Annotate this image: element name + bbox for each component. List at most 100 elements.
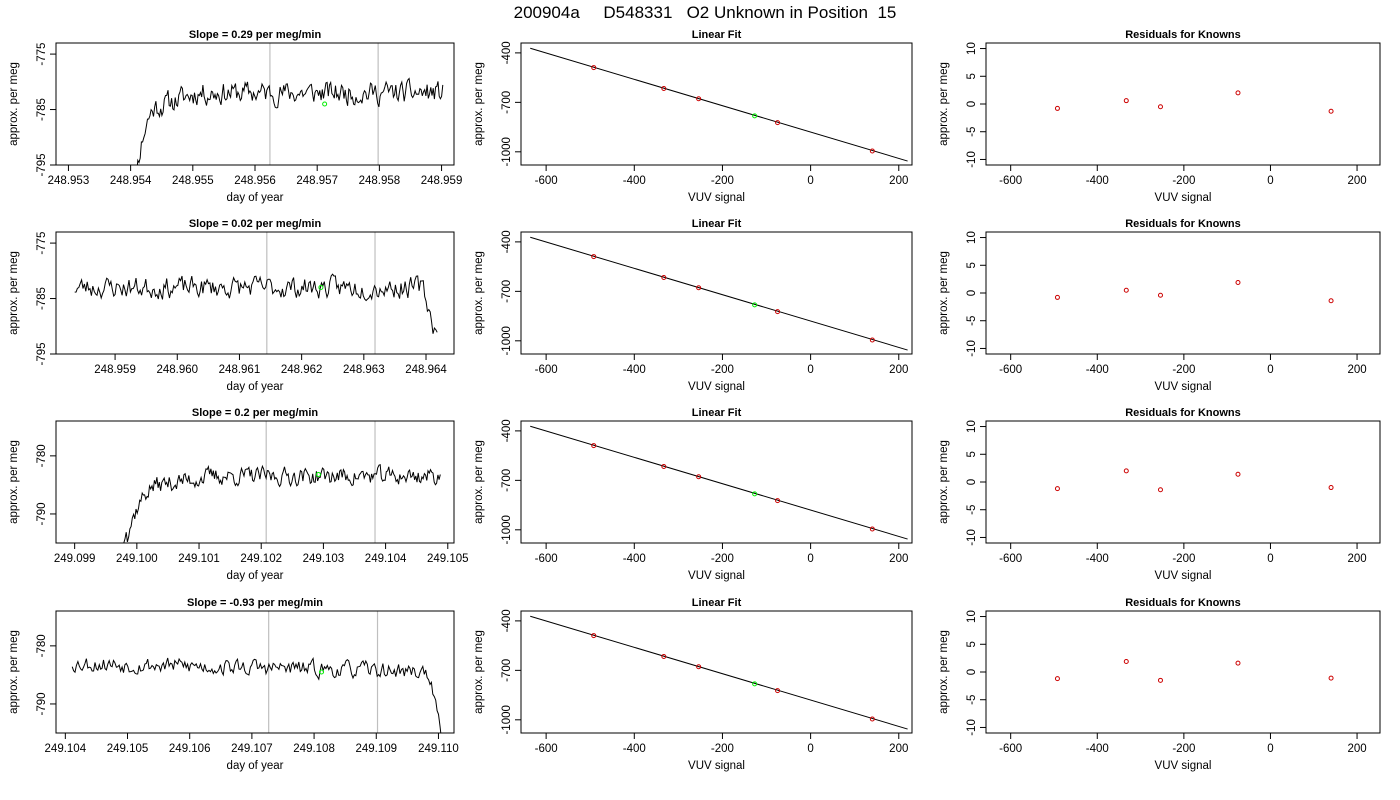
row2-fit-xtick-label: 0	[807, 364, 813, 376]
row3-fit-xlabel: VUV signal	[688, 570, 745, 582]
row1-fit-ytick-label: -700	[501, 91, 513, 114]
row3-fit-ytick-label: -1000	[501, 515, 513, 544]
row1-resid-ytick-label: 10	[966, 42, 978, 55]
row1-resid-frame	[985, 42, 1381, 166]
row1-fit-known-point	[869, 148, 875, 154]
row3-resid-ytick-label: 0	[966, 479, 978, 485]
row2-resid-xtick-label: 0	[1267, 364, 1273, 376]
row4-fit-xlabel: VUV signal	[688, 760, 745, 772]
row3-fit-known-point	[696, 474, 702, 480]
row2-time-xtick-label: 248.961	[219, 364, 261, 376]
row3-time-trace-line	[123, 463, 441, 543]
row4-resid-residual-point	[1123, 658, 1129, 664]
row2-resid-ytick-label: 10	[966, 231, 978, 244]
row2-time-ytick-label: -795	[36, 342, 48, 365]
row3-time-ylabel: approx. per meg	[8, 440, 20, 524]
row4-time-xlabel: day of year	[227, 760, 284, 772]
row3-time-xtick-label: 249.101	[178, 553, 220, 565]
row2-resid-ytick-label: 0	[966, 290, 978, 296]
row3-resid-plot-area	[1054, 468, 1334, 493]
row1-time-ytick-label: -775	[36, 43, 48, 66]
row2-time-title: Slope = 0.02 per meg/min	[189, 218, 322, 230]
row4-time-xtick-label: 249.104	[45, 743, 87, 755]
row2-time-plot-area	[74, 232, 438, 354]
row1-fit-ytick-label: -1000	[501, 137, 513, 166]
row1-fit-known-point	[661, 86, 667, 92]
row3-resid-residual-point	[1123, 468, 1129, 474]
row1-resid-xtick-label: -400	[1086, 175, 1109, 187]
row1-fit-known-point	[591, 65, 597, 71]
row1-fit-xtick-label: -600	[535, 175, 558, 187]
row1-resid-panel: Residuals for Knowns -600 -400 -200 0 200 10 5 0…	[938, 29, 1381, 204]
row4-fit-unknown-point	[752, 681, 758, 687]
row4-resid-ytick-label: 0	[966, 669, 978, 675]
row3-time-xtick-label: 249.104	[365, 553, 407, 565]
row2-resid-xtick-label: -400	[1086, 364, 1109, 376]
row1-fit-plot-area	[530, 47, 908, 162]
row1-fit-xlabel: VUV signal	[688, 192, 745, 204]
row4-time-panel: Slope = -0.93 per meg/min 249.104 249.105 2…	[8, 597, 459, 772]
row2-fit-xtick-label: -600	[535, 364, 558, 376]
row3-resid-ytick-label: -5	[966, 505, 978, 515]
row4-fit-xtick-label: -400	[623, 743, 646, 755]
row3-resid-ytick-label: -10	[966, 529, 978, 546]
row4-time-unknown-marker	[319, 669, 325, 675]
row2-resid-title: Residuals for Knowns	[1125, 218, 1241, 230]
row1-time-xtick-label: 248.959	[421, 175, 463, 187]
row1-resid-ytick-label: -10	[966, 151, 978, 168]
row2-resid-residual-point	[1235, 279, 1241, 285]
row4-fit-ytick-label: -700	[501, 659, 513, 682]
row1-fit-unknown-point	[752, 113, 758, 119]
row3-time-unknown-marker	[315, 471, 321, 477]
row1-resid-xlabel: VUV signal	[1155, 192, 1212, 204]
row2-resid-frame	[985, 231, 1381, 355]
row1-time-frame	[55, 42, 455, 166]
row1-time-xtick-label: 248.957	[296, 175, 338, 187]
row3-resid-ytick-label: 10	[966, 420, 978, 433]
row2-fit-ytick-label: -400	[501, 230, 513, 253]
row3-resid-xtick-label: -400	[1086, 553, 1109, 565]
row2-time-ylabel: approx. per meg	[8, 251, 20, 335]
row3-fit-xtick-label: -200	[711, 553, 734, 565]
row4-resid-residual-point	[1157, 677, 1163, 683]
row2-fit-unknown-point	[752, 302, 758, 308]
row2-fit-ytick-label: -700	[501, 280, 513, 303]
row3-time-xtick-label: 249.099	[54, 553, 96, 565]
row2-resid-ylabel: approx. per meg	[938, 251, 950, 335]
row3-fit-xtick-label: -600	[535, 553, 558, 565]
row3-fit-ytick-label: -400	[501, 419, 513, 442]
row2-fit-known-point	[661, 275, 667, 281]
row1-fit-ylabel: approx. per meg	[473, 62, 485, 146]
row2-resid-ytick-label: -5	[966, 316, 978, 326]
row2-fit-ylabel: approx. per meg	[473, 251, 485, 335]
row4-time-xtick-label: 249.108	[293, 743, 335, 755]
row1-fit-panel: Linear Fit -600 -400 -200 0 200 -400 -700 -1000 V…	[473, 29, 913, 204]
row3-time-xtick-label: 249.102	[240, 553, 282, 565]
row1-fit-fit-line	[530, 47, 908, 162]
row4-fit-plot-area	[530, 615, 908, 730]
row2-fit-known-point	[775, 309, 781, 315]
row3-fit-xtick-label: 200	[889, 553, 908, 565]
row3-time-xlabel: day of year	[227, 570, 284, 582]
row3-time-frame	[55, 420, 455, 544]
row2-time-xtick-label: 248.964	[405, 364, 447, 376]
row4-resid-ytick-label: -10	[966, 719, 978, 736]
row4-fit-ytick-label: -400	[501, 609, 513, 632]
row4-time-frame	[55, 610, 455, 734]
row4-time-xtick-label: 249.106	[169, 743, 211, 755]
row2-time-xtick-label: 248.960	[156, 364, 198, 376]
row4-fit-known-point	[661, 654, 667, 660]
row3-time-plot-area	[123, 421, 441, 543]
row3-fit-plot-area	[530, 425, 908, 540]
row3-resid-xtick-label: -600	[999, 553, 1022, 565]
row1-resid-residual-point	[1054, 105, 1060, 111]
row3-resid-ylabel: approx. per meg	[938, 440, 950, 524]
row4-time-xtick-label: 249.109	[355, 743, 397, 755]
row3-fit-unknown-point	[752, 491, 758, 497]
row1-fit-frame	[520, 42, 913, 166]
row3-fit-known-point	[661, 464, 667, 470]
row4-fit-xtick-label: -600	[535, 743, 558, 755]
row2-resid-xtick-label: -600	[999, 364, 1022, 376]
row1-resid-ytick-label: -5	[966, 127, 978, 137]
row1-fit-known-point	[696, 96, 702, 102]
